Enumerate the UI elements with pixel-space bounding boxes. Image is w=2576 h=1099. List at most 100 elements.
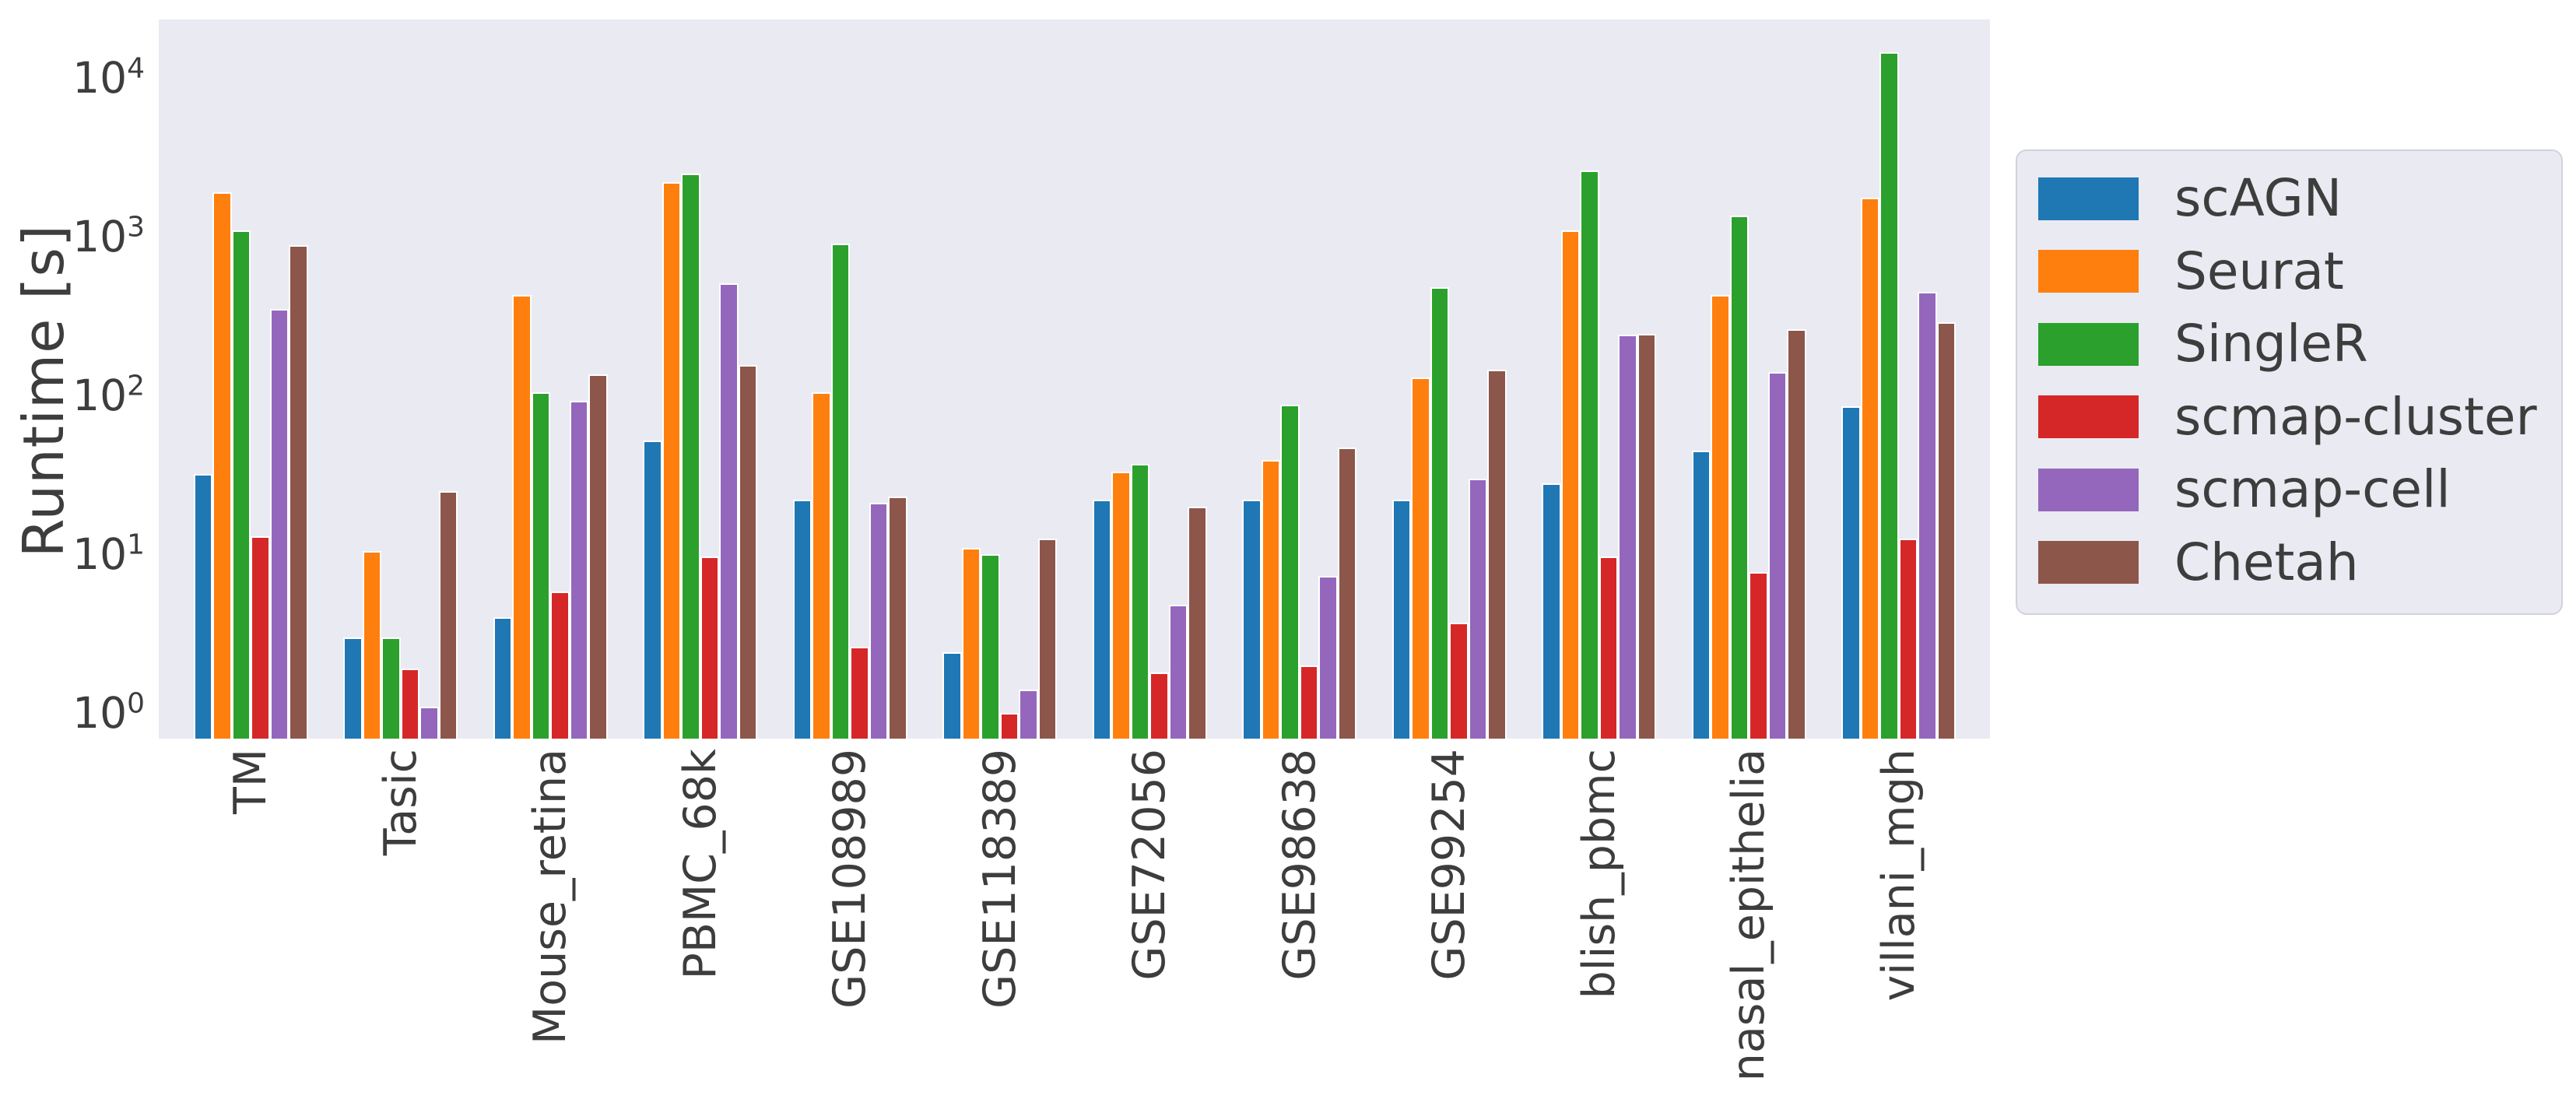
bar-Seurat-nasal_epithelia xyxy=(1711,294,1730,739)
bar-Chetah-GSE72056 xyxy=(1188,506,1207,739)
bar-scmap-cell-GSE72056 xyxy=(1168,604,1188,739)
plot-area xyxy=(159,19,1990,739)
legend-label-scmap-cluster: scmap-cluster xyxy=(2174,386,2537,447)
bar-scAGN-Tasic xyxy=(343,637,363,739)
bar-scmap-cell-nasal_epithelia xyxy=(1767,372,1787,739)
x-tick-GSE98638: GSE98638 xyxy=(1273,749,1325,981)
bar-Chetah-nasal_epithelia xyxy=(1787,329,1806,739)
bar-scmap-cluster-blish_pbmc xyxy=(1599,556,1618,739)
bar-SingleR-Mouse_retina xyxy=(531,391,550,739)
legend-label-Seurat: Seurat xyxy=(2174,241,2344,301)
bar-scmap-cluster-GSE108989 xyxy=(850,647,869,739)
bar-Seurat-PBMC_68k xyxy=(662,182,681,739)
legend-label-SingleR: SingleR xyxy=(2174,314,2368,374)
legend-swatch-scmap-cluster xyxy=(2038,395,2139,439)
bar-scmap-cluster-GSE72056 xyxy=(1149,672,1169,739)
x-tick-GSE108989: GSE108989 xyxy=(824,749,876,1009)
x-tick-Mouse_retina: Mouse_retina xyxy=(525,749,576,1045)
legend-label-Chetah: Chetah xyxy=(2174,532,2359,592)
bar-scAGN-GSE118389 xyxy=(942,652,962,739)
x-tick-PBMC_68k: PBMC_68k xyxy=(674,749,726,980)
bar-Seurat-Mouse_retina xyxy=(512,294,532,739)
bar-Seurat-GSE72056 xyxy=(1111,472,1131,739)
legend-item-Seurat: Seurat xyxy=(2038,244,2539,299)
bar-scmap-cell-GSE108989 xyxy=(869,503,888,739)
bar-scmap-cluster-TM xyxy=(251,535,270,739)
y-tick-10e3: 103 xyxy=(72,211,145,262)
x-tick-GSE72056: GSE72056 xyxy=(1124,749,1175,981)
x-tick-GSE118389: GSE118389 xyxy=(974,749,1026,1009)
bar-Seurat-villani_mgh xyxy=(1860,198,1879,739)
legend: scAGN Seurat SingleR scmap-cluster scmap-cel… xyxy=(2016,149,2563,615)
y-tick-10e0: 100 xyxy=(72,687,145,738)
bar-scmap-cluster-PBMC_68k xyxy=(700,556,719,739)
bar-scAGN-nasal_epithelia xyxy=(1691,450,1711,739)
bar-Seurat-Tasic xyxy=(362,550,381,739)
bar-Seurat-GSE99254 xyxy=(1411,377,1430,739)
x-tick-nasal_epithelia: nasal_epithelia xyxy=(1723,749,1774,1082)
y-tick-10e2: 102 xyxy=(72,370,145,420)
bar-scmap-cell-Mouse_retina xyxy=(569,401,588,739)
bar-Seurat-blish_pbmc xyxy=(1560,230,1580,739)
legend-label-scmap-cell: scmap-cell xyxy=(2174,459,2451,520)
bar-scAGN-Mouse_retina xyxy=(493,617,512,739)
bar-scmap-cluster-Mouse_retina xyxy=(550,592,570,739)
bar-scAGN-GSE72056 xyxy=(1092,500,1111,739)
legend-item-SingleR: SingleR xyxy=(2038,317,2539,371)
bar-SingleR-GSE99254 xyxy=(1430,286,1449,739)
bar-scmap-cluster-Tasic xyxy=(400,669,419,739)
bar-Seurat-GSE108989 xyxy=(812,391,831,739)
bar-SingleR-PBMC_68k xyxy=(681,173,700,739)
bar-Chetah-TM xyxy=(289,245,308,739)
x-tick-villani_mgh: villani_mgh xyxy=(1872,749,1925,1002)
bar-scmap-cell-GSE99254 xyxy=(1468,478,1487,739)
legend-item-scAGN: scAGN xyxy=(2038,171,2539,226)
bar-SingleR-GSE108989 xyxy=(830,244,850,739)
bar-scmap-cell-PBMC_68k xyxy=(719,283,739,739)
bar-SingleR-GSE98638 xyxy=(1280,405,1300,739)
bar-scAGN-GSE98638 xyxy=(1242,500,1262,739)
bar-SingleR-TM xyxy=(231,230,251,739)
legend-label-scAGN: scAGN xyxy=(2174,168,2343,228)
bar-scmap-cluster-GSE99254 xyxy=(1449,623,1469,739)
bar-scmap-cell-GSE98638 xyxy=(1318,575,1338,739)
bar-scAGN-blish_pbmc xyxy=(1542,483,1561,739)
legend-swatch-scAGN xyxy=(2038,177,2139,220)
x-tick-Tasic: Tasic xyxy=(374,749,426,856)
bar-SingleR-blish_pbmc xyxy=(1580,170,1599,739)
y-tick-10e4: 104 xyxy=(72,52,145,103)
bar-scAGN-GSE108989 xyxy=(792,500,812,739)
bar-Seurat-GSE118389 xyxy=(961,547,981,739)
bar-scAGN-PBMC_68k xyxy=(643,440,662,739)
bar-scmap-cell-villani_mgh xyxy=(1918,291,1937,739)
bar-Chetah-Mouse_retina xyxy=(588,374,608,739)
bar-scmap-cluster-villani_mgh xyxy=(1898,539,1918,739)
bar-Chetah-PBMC_68k xyxy=(738,365,757,739)
bar-scmap-cluster-GSE118389 xyxy=(999,712,1019,739)
bar-scmap-cluster-GSE98638 xyxy=(1299,665,1318,739)
bar-scmap-cell-TM xyxy=(269,308,289,739)
x-tick-TM: TM xyxy=(225,749,276,814)
bar-Chetah-GSE98638 xyxy=(1337,447,1356,739)
legend-swatch-Seurat xyxy=(2038,250,2139,293)
bar-Chetah-GSE108989 xyxy=(888,497,907,739)
bar-Chetah-GSE99254 xyxy=(1487,370,1507,739)
bar-scAGN-villani_mgh xyxy=(1841,406,1861,739)
legend-item-Chetah: Chetah xyxy=(2038,535,2539,590)
bar-Chetah-Tasic xyxy=(438,490,458,739)
bar-SingleR-villani_mgh xyxy=(1879,52,1899,739)
x-tick-GSE99254: GSE99254 xyxy=(1423,749,1475,981)
y-tick-10e1: 101 xyxy=(72,528,145,579)
bar-Chetah-villani_mgh xyxy=(1936,321,1956,739)
bar-Seurat-GSE98638 xyxy=(1261,460,1280,739)
legend-item-scmap-cluster: scmap-cluster xyxy=(2038,386,2539,447)
legend-item-scmap-cell: scmap-cell xyxy=(2038,462,2539,517)
bar-scmap-cluster-nasal_epithelia xyxy=(1749,572,1768,739)
bar-Chetah-GSE118389 xyxy=(1037,539,1057,739)
bar-SingleR-nasal_epithelia xyxy=(1729,216,1749,739)
legend-swatch-SingleR xyxy=(2038,322,2139,366)
legend-swatch-scmap-cell xyxy=(2038,468,2139,511)
bar-Chetah-blish_pbmc xyxy=(1637,333,1656,739)
bar-Seurat-TM xyxy=(212,192,232,739)
